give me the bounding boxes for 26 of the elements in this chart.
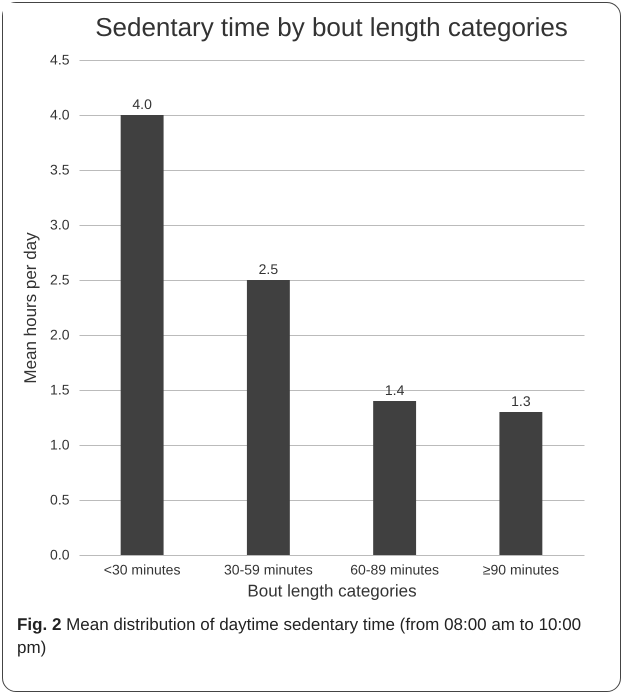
x-tick-label: ≥90 minutes <box>482 562 559 578</box>
y-tick-label: 2.5 <box>50 272 70 288</box>
y-tick-label: 4.0 <box>50 106 70 122</box>
y-tick-label: 1.0 <box>50 436 70 452</box>
x-axis-title: Bout length categories <box>247 582 417 600</box>
x-tick-label: 60-89 minutes <box>350 562 439 578</box>
y-tick-label: 0.5 <box>50 492 70 508</box>
chart-title: Sedentary time by bout length categories <box>95 12 568 42</box>
y-tick-label: 3.5 <box>50 162 70 178</box>
bar <box>499 412 542 555</box>
data-label: 1.3 <box>511 393 531 409</box>
y-tick-label: 0.0 <box>50 546 70 562</box>
data-label: 4.0 <box>132 96 152 112</box>
caption: Fig. 2 Mean distribution of daytime sedentary time (from 08:00 am to 10:00 pm) <box>17 614 582 659</box>
bar <box>373 401 416 555</box>
data-label: 1.4 <box>384 382 405 398</box>
y-axis-title: Mean hours per day <box>21 232 40 384</box>
data-label: 2.5 <box>258 261 278 277</box>
bar <box>120 115 164 555</box>
y-tick-label: 3.0 <box>50 216 70 232</box>
x-tick-label: <30 minutes <box>104 562 180 578</box>
bar <box>246 280 290 555</box>
y-tick-label: 1.5 <box>50 382 70 398</box>
y-tick-label: 4.5 <box>50 52 70 68</box>
x-tick-label: 30-59 minutes <box>224 562 313 578</box>
y-tick-label: 2.0 <box>50 326 70 342</box>
